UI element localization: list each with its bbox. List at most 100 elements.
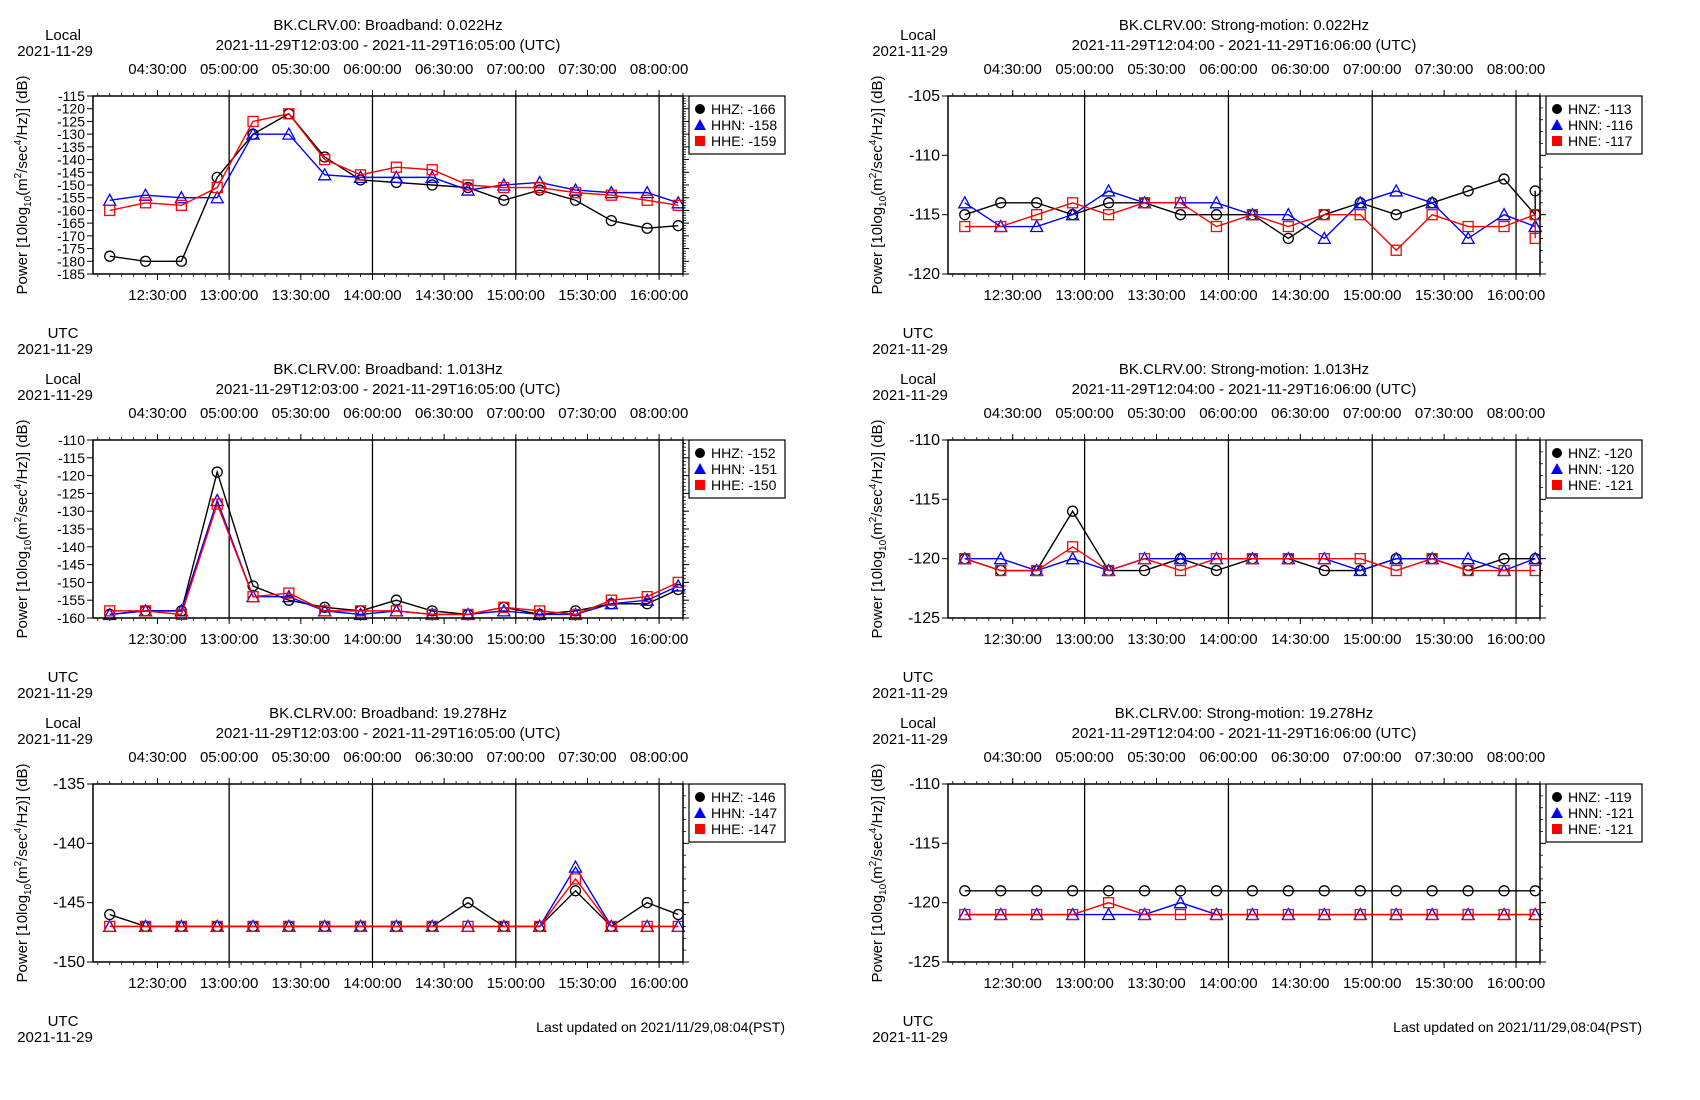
utc-date: 2021-11-29 xyxy=(872,1029,948,1046)
y-tick-label: -125 xyxy=(57,485,85,501)
data-point-hhz xyxy=(498,194,510,206)
data-point-hnz xyxy=(1462,185,1474,197)
data-point-hhe xyxy=(605,189,617,201)
y-tick-label: -145 xyxy=(53,895,85,912)
data-point-hhn xyxy=(317,167,332,181)
legend-entry-hhz: HHZ: -166 xyxy=(711,101,776,117)
y-axis-label-sub: 10 xyxy=(23,883,34,895)
data-point-hne xyxy=(1066,197,1079,209)
utc-tick-label: 16:00:00 xyxy=(630,631,688,648)
data-point-hhe xyxy=(139,920,152,933)
local-tick-label: 05:30:00 xyxy=(272,405,330,422)
utc-tick-label: 14:30:00 xyxy=(415,631,473,648)
data-point-hhe xyxy=(104,605,116,617)
local-tick-label: 07:00:00 xyxy=(487,61,545,78)
data-point-hhe xyxy=(534,920,546,933)
data-point-hnz xyxy=(1031,197,1043,209)
local-tick-label: 06:30:00 xyxy=(415,405,473,422)
utc-tick-label: 14:00:00 xyxy=(343,631,401,648)
y-axis-label-sub: 10 xyxy=(878,539,889,551)
y-axis-label-sub: 10 xyxy=(23,195,34,207)
data-point-hnz xyxy=(1390,209,1402,221)
y-axis-label-sup1: 2 xyxy=(13,172,24,178)
local-tick-label: 05:00:00 xyxy=(1055,749,1113,766)
data-point-hne xyxy=(1066,908,1079,921)
y-tick-label: -160 xyxy=(57,202,85,218)
utc-tick-label: 13:30:00 xyxy=(272,287,330,304)
y-axis-label-sub: 10 xyxy=(878,883,889,895)
y-axis-label-prefix: Power [10log xyxy=(869,207,886,295)
data-point-hnz xyxy=(1318,885,1330,897)
data-point-hhe xyxy=(390,920,403,933)
local-tick-label: 06:00:00 xyxy=(343,61,401,78)
local-tick-label: 07:00:00 xyxy=(1343,61,1401,78)
utc-tick-label: 15:00:00 xyxy=(487,975,545,992)
data-point-hne xyxy=(1426,553,1438,565)
local-tick-label: 05:30:00 xyxy=(1127,61,1185,78)
chart-panel-2: BK.CLRV.00: Strong-motion: 0.022Hz 2021-1… xyxy=(868,17,1643,358)
y-tick-label: -145 xyxy=(57,164,85,180)
utc-tick-label: 15:30:00 xyxy=(1415,631,1473,648)
data-point-hhe xyxy=(104,920,116,933)
y-tick-label: -135 xyxy=(53,776,85,793)
data-point-hhe xyxy=(104,204,116,217)
legend-entry-hhn: HHN: -151 xyxy=(711,461,777,477)
y-tick-label: -110 xyxy=(909,147,940,164)
legend-entry-hnz: HNZ: -113 xyxy=(1568,101,1632,117)
y-tick-label: -120 xyxy=(57,468,85,484)
utc-date: 2021-11-29 xyxy=(872,341,948,358)
data-point-hhn xyxy=(496,177,511,191)
data-point-hhe xyxy=(247,590,259,603)
chart-title: BK.CLRV.00: Broadband: 19.278Hz xyxy=(269,705,507,722)
y-axis-label-mid: (m xyxy=(869,866,886,884)
local-tick-label: 07:30:00 xyxy=(558,405,616,422)
local-tick-label: 04:30:00 xyxy=(128,749,186,766)
y-tick-label: -140 xyxy=(57,152,85,168)
series-line-hhn xyxy=(109,133,679,204)
data-point-hne xyxy=(1102,564,1115,577)
data-point-hnz xyxy=(1318,564,1330,577)
data-point-hhz xyxy=(462,897,474,909)
utc-tick-label: 16:00:00 xyxy=(630,975,688,992)
data-point-hne xyxy=(1462,908,1474,921)
series-line-hhe xyxy=(109,113,679,212)
data-point-hhz xyxy=(641,897,653,909)
legend-entry-hnn: HNN: -121 xyxy=(1568,805,1634,821)
local-label: Local xyxy=(45,27,81,44)
utc-tick-label: 15:00:00 xyxy=(487,287,545,304)
utc-label: UTC xyxy=(48,1013,79,1030)
y-axis-label-mid: (m xyxy=(14,522,31,540)
data-point-hne xyxy=(1174,564,1187,577)
y-tick-label: -130 xyxy=(57,503,85,519)
utc-tick-label: 12:30:00 xyxy=(984,287,1042,304)
data-point-hhz xyxy=(641,222,653,234)
y-axis-label-prefix: Power [10log xyxy=(869,551,886,639)
data-point-hhe xyxy=(139,605,152,617)
data-point-hhn xyxy=(640,592,655,606)
y-axis-label-suffix: /Hz)] (dB) xyxy=(869,75,886,139)
y-tick-label: -135 xyxy=(57,139,85,155)
data-point-hhe xyxy=(426,164,438,176)
y-tick-label: -140 xyxy=(53,835,85,852)
legend-marker-hhe xyxy=(695,824,705,834)
local-date: 2021-11-29 xyxy=(17,43,93,60)
y-tick-label: -120 xyxy=(908,551,940,568)
y-axis-label: Power [10log10(m2/sec4/Hz)] (dB) xyxy=(13,419,34,638)
legend-marker-hhz xyxy=(695,448,705,458)
data-point-hne xyxy=(1174,197,1187,209)
local-tick-label: 04:30:00 xyxy=(984,61,1042,78)
data-point-hhn xyxy=(281,126,296,140)
utc-tick-label: 12:30:00 xyxy=(128,975,186,992)
utc-tick-label: 13:00:00 xyxy=(1055,287,1113,304)
local-tick-label: 04:30:00 xyxy=(984,749,1042,766)
data-point-hnn xyxy=(1029,219,1044,233)
data-point-hhe xyxy=(354,169,367,181)
data-point-hhz xyxy=(175,255,188,267)
legend-entry-hnz: HNZ: -120 xyxy=(1568,445,1633,461)
data-point-hne xyxy=(1318,908,1330,921)
utc-tick-label: 15:30:00 xyxy=(1415,975,1473,992)
data-point-hhn xyxy=(604,185,619,199)
chart-title: BK.CLRV.00: Strong-motion: 19.278Hz xyxy=(1115,705,1374,722)
y-axis-label-sup1: 2 xyxy=(13,860,24,866)
